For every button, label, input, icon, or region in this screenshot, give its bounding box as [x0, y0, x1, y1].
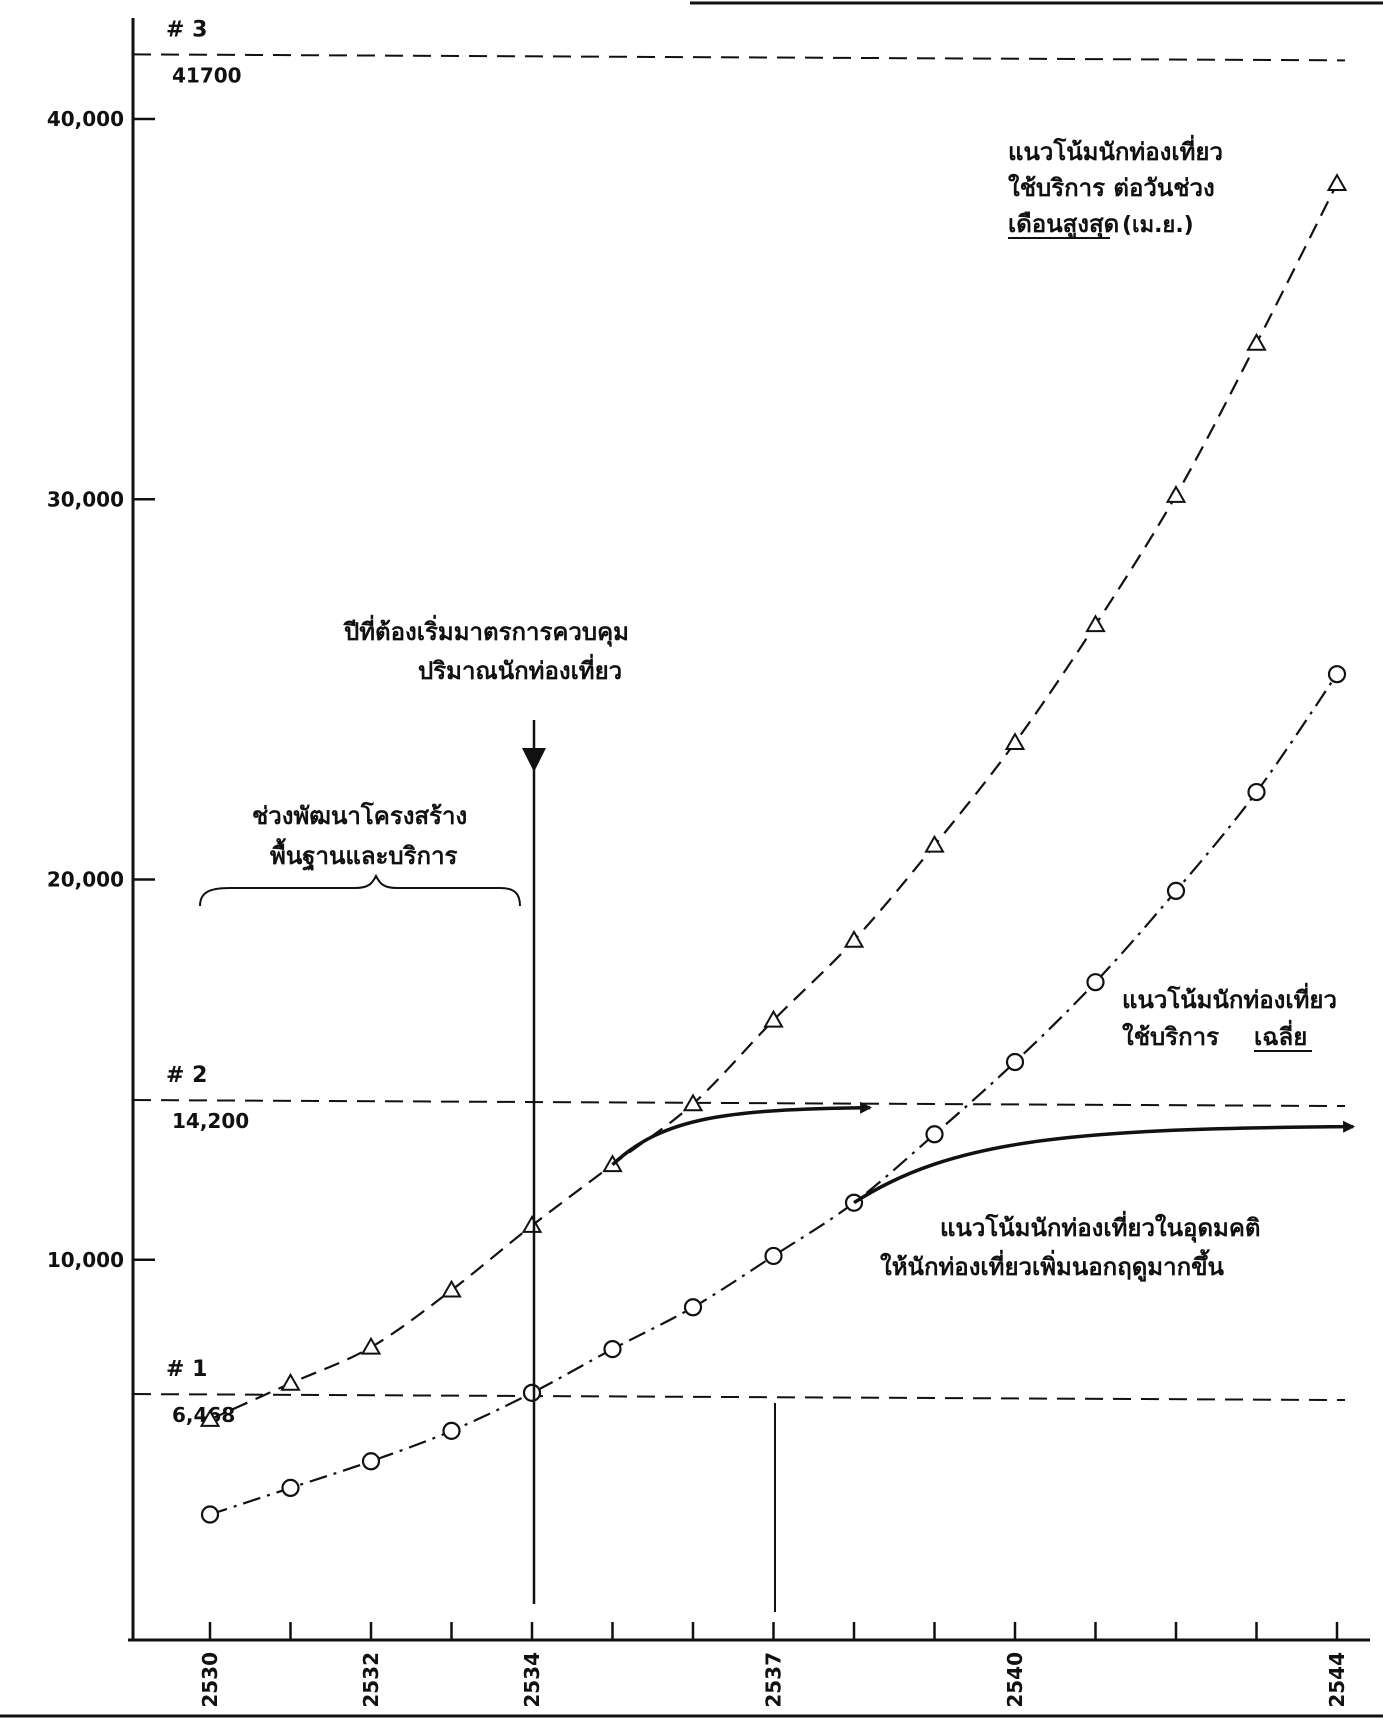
x-tick-label: 2532 [359, 1652, 383, 1708]
data-point-triangle [199, 1408, 221, 1427]
x-tick-label: 2534 [520, 1652, 544, 1708]
control-label-line2: ปริมาณนักท่องเที่ยว [418, 653, 622, 685]
data-point-circle [1166, 881, 1186, 901]
data-point-circle [442, 1421, 461, 1440]
peak-label-month: (เม.ย.) [1122, 213, 1194, 238]
data-point-circle [764, 1246, 783, 1266]
data-point-circle [1005, 1052, 1025, 1072]
data-point-triangle [360, 1336, 382, 1355]
ticks-layer: 10,000 20,000 30,000 40,000 2530 2532 2534 2537… [47, 107, 1349, 1708]
peak-label-line2: ใช้บริการ ต่อวันช่วง [1008, 173, 1215, 202]
x-tick-label: 2530 [198, 1652, 222, 1708]
threshold-marker: # 2 [166, 1063, 207, 1088]
threshold-line [132, 1393, 1346, 1402]
threshold-value-label: 41700 [172, 63, 242, 87]
average-label-line1: แนวโน้มนักท่องเที่ยว [1122, 982, 1337, 1014]
development-label-line2: พื้นฐานและบริการ [270, 837, 458, 872]
y-tick-label: 40,000 [47, 107, 124, 131]
ideal-trend-arrow [611, 1101, 873, 1166]
data-point-triangle [280, 1372, 301, 1391]
data-point-triangle [1004, 732, 1026, 750]
control-label-line1: ปีที่ต้องเริ่มมาตรการควบคุม [343, 614, 629, 648]
peak-label-line1: แนวโน้มนักท่องเที่ยว [1008, 134, 1223, 166]
threshold-line [132, 53, 1346, 62]
data-point-triangle [521, 1215, 543, 1233]
ideal-trend-arrow [853, 1120, 1356, 1205]
data-point-circle [1327, 665, 1347, 684]
data-point-triangle [1165, 484, 1187, 503]
ideal-label-line1: แนวโน้มนักท่องเที่ยวในอุดมคติ [940, 1210, 1261, 1244]
average-label-line2: ใช้บริการ [1122, 1022, 1219, 1051]
development-period-brace [199, 873, 521, 907]
development-label-line1: ช่วงพัฒนาโครงสร้าง [252, 801, 467, 830]
data-point-triangle [843, 929, 865, 948]
data-point-circle [925, 1125, 944, 1144]
data-point-circle [683, 1298, 703, 1317]
peak-label-line3: เดือนสูงสุด [1008, 210, 1119, 240]
data-point-triangle [682, 1093, 704, 1112]
data-point-triangle [441, 1279, 462, 1298]
x-tick-label: 2540 [1003, 1652, 1027, 1708]
data-point-circle [281, 1478, 300, 1498]
data-point-circle [1086, 973, 1105, 992]
threshold-marker: # 1 [166, 1357, 207, 1382]
data-point-triangle [924, 834, 945, 853]
data-point-triangle [763, 1009, 784, 1028]
y-tick-label: 20,000 [47, 868, 124, 892]
average-label-line2-emph: เฉลี่ย [1254, 1019, 1307, 1051]
ideal-label-line2: ให้นักท่องเที่ยวเพิ่มนอกฤดูมากขึ้น [880, 1248, 1225, 1282]
data-point-circle [1247, 782, 1266, 802]
threshold-line [132, 1099, 1346, 1108]
y-tick-label: 30,000 [47, 487, 124, 511]
data-point-circle [522, 1383, 542, 1402]
data-point-triangle [1326, 173, 1348, 192]
threshold-value-label: 14,200 [172, 1109, 249, 1133]
x-tick-label: 2537 [762, 1652, 786, 1708]
control-arrow-head [522, 748, 546, 772]
data-point-circle [200, 1505, 220, 1524]
threshold-marker: # 3 [166, 17, 207, 42]
x-tick-label: 2544 [1325, 1652, 1349, 1708]
data-point-circle [361, 1452, 381, 1471]
data-point-triangle [1085, 614, 1106, 633]
y-tick-label: 10,000 [47, 1248, 124, 1272]
series-line-average [209, 673, 1338, 1516]
series-layer [199, 173, 1356, 1524]
data-point-triangle [1246, 332, 1267, 351]
data-point-circle [603, 1340, 622, 1359]
